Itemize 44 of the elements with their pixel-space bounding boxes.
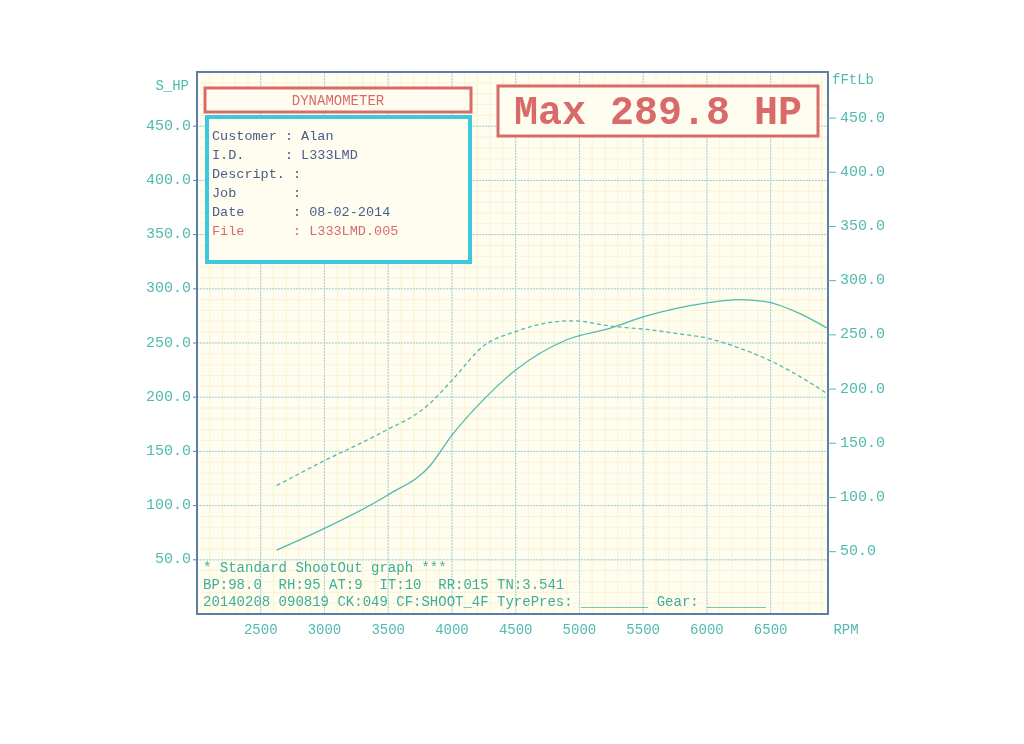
- annotation: Date : 08-02-2014: [212, 205, 391, 220]
- y2-tick-label: 200.0: [840, 380, 886, 398]
- y-tick-label: 350.0: [145, 226, 191, 244]
- annotation: File : L333LMD.005: [212, 224, 399, 239]
- x-tick-label: 3500: [371, 622, 406, 638]
- annotation: Customer : Alan: [212, 129, 334, 144]
- y2-tick-label: 400.0: [840, 163, 886, 181]
- annotation: Job :: [212, 186, 302, 201]
- x-tick-label: 4500: [498, 622, 533, 638]
- y-tick-label: 400.0: [145, 171, 191, 189]
- y2-tick-label: 350.0: [840, 217, 886, 235]
- x-tick-label: 5000: [562, 622, 597, 638]
- y-tick-label: 250.0: [145, 334, 191, 352]
- annotation: BP:98.0 RH:95 AT:9 IT:10 RR:015 TN:3.541: [203, 577, 565, 593]
- x-tick-label: 4000: [435, 622, 469, 638]
- y-tick-label: 450.0: [145, 117, 191, 135]
- y2-axis-title: fFtLb: [832, 72, 875, 88]
- annotation: Max 289.8 HP: [513, 91, 803, 136]
- y-tick-label: 200.0: [145, 388, 191, 406]
- y-tick-label: 50.0: [154, 551, 191, 569]
- annotation: Descript. :: [212, 167, 302, 182]
- annotation: DYNAMOMETER: [291, 93, 385, 109]
- x-tick-label: 5500: [626, 622, 660, 638]
- annotation: I.D. : L333LMD: [212, 148, 358, 163]
- y-axis-title: S_HP: [155, 78, 189, 94]
- y2-tick-label: 150.0: [840, 434, 886, 452]
- x-tick-label: 2500: [243, 622, 278, 638]
- x-tick-label: 3000: [307, 622, 342, 638]
- line-series: [276, 298, 828, 551]
- y2-tick-label: 100.0: [840, 488, 886, 506]
- x-tick-label: 6500: [753, 622, 788, 638]
- max-box: Max 289.8 HP: [496, 84, 820, 138]
- x-tick-label: 6000: [690, 622, 724, 638]
- y-tick-label: 100.0: [145, 497, 191, 515]
- x-axis-title: RPM: [833, 622, 859, 638]
- y2-tick-label: 300.0: [840, 272, 886, 290]
- annotation: 20140208 090819 CK:049 CF:SHOOT_4F TyrePres: ________ Gear: _______: [203, 594, 767, 610]
- y-tick-label: 300.0: [145, 280, 191, 298]
- y-tick-label: 150.0: [145, 442, 191, 460]
- y2-tick-label: 50.0: [840, 543, 877, 561]
- header-box: DYNAMOMETER: [203, 86, 473, 114]
- y2-tick-label: 250.0: [840, 326, 886, 344]
- annotation: * Standard ShootOut graph ***: [203, 560, 447, 576]
- y2-tick-label: 450.0: [840, 109, 886, 127]
